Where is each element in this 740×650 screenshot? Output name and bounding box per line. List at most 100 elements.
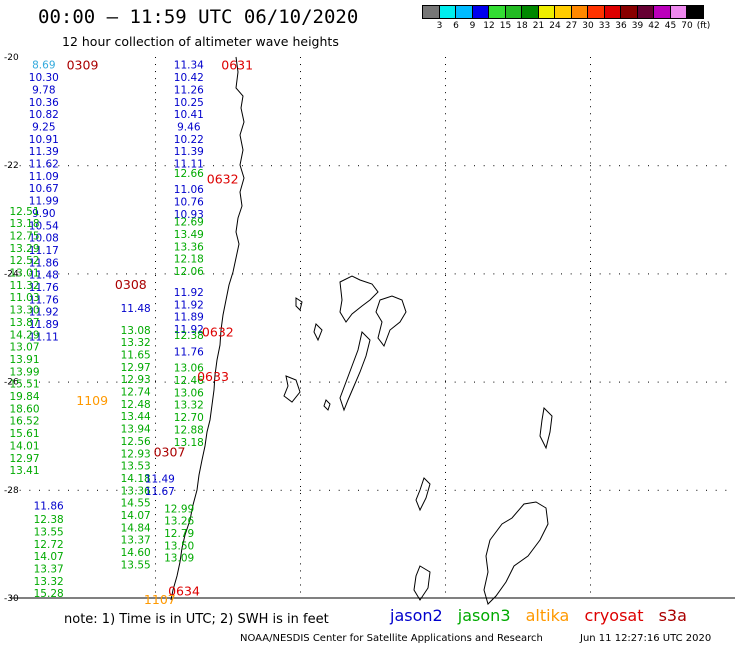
grid-dot <box>300 450 301 452</box>
grid-dot <box>300 317 301 319</box>
wave-height-value: 13.18 <box>9 218 39 230</box>
grid-dot <box>348 381 350 383</box>
grid-dot <box>300 478 301 480</box>
color-scale-legend: 3 6 9 12 15 18 21 24 27 30 33 36 39 42 45 70 (ft) <box>422 5 740 33</box>
grid-dot <box>155 493 156 495</box>
grid-dot <box>686 381 688 383</box>
grid-dot <box>300 169 301 171</box>
grid-dot <box>445 148 446 150</box>
wave-height-value: 12.46 <box>174 375 204 387</box>
grid-dot <box>155 176 156 178</box>
wave-height-value: 9.46 <box>177 121 201 133</box>
grid-dot <box>155 106 156 108</box>
grid-dot <box>445 478 446 480</box>
grid-dot <box>213 165 214 167</box>
grid-dot <box>155 338 156 340</box>
grid-dot <box>155 64 156 66</box>
grid-dot <box>657 165 659 167</box>
grid-dot <box>300 394 301 396</box>
grid-dot <box>590 176 591 178</box>
wave-height-value: 11.89 <box>29 319 59 331</box>
grid-dot <box>677 489 678 491</box>
grid-dot <box>590 331 591 333</box>
grid-dot <box>445 373 446 375</box>
pass-number-label: 0307 <box>154 445 186 460</box>
grid-dot <box>300 275 301 277</box>
y-tick-label: -24 <box>4 269 19 279</box>
grid-dot <box>213 489 214 491</box>
grid-dot <box>590 352 591 354</box>
grid-dot <box>590 99 591 101</box>
wave-height-value: 11.11 <box>174 159 204 171</box>
grid-dot <box>435 381 437 383</box>
grid-dot <box>638 165 640 167</box>
legend-tick-label: (ft) <box>696 21 711 31</box>
grid-dot <box>155 408 156 410</box>
grid-dot <box>155 141 156 143</box>
grid-dot <box>155 225 156 227</box>
grid-dot <box>174 165 176 167</box>
grid-dot <box>590 478 591 480</box>
wave-height-value: 12.70 <box>174 412 204 424</box>
grid-dot <box>19 273 21 275</box>
grid-dot <box>300 436 301 438</box>
grid-dot <box>155 310 156 312</box>
grid-dot <box>445 162 446 164</box>
grid-dot <box>445 500 446 502</box>
grid-dot <box>309 273 311 275</box>
grid-dot <box>677 381 678 383</box>
grid-dot <box>155 331 156 333</box>
grid-dot <box>493 381 495 383</box>
wave-height-map: -75-72-69-66-63-60-20-22-24-26-28-30 8.6… <box>4 53 735 605</box>
grid-dot <box>155 436 156 438</box>
grid-dot <box>590 183 591 185</box>
grid-dot <box>445 535 446 537</box>
grid-dot <box>300 471 301 473</box>
y-tick-label: -28 <box>4 486 19 496</box>
grid-dot <box>145 273 147 275</box>
grid-dot <box>590 486 591 488</box>
legend-tick-label: 36 <box>615 21 627 31</box>
wave-height-value: 13.37 <box>34 564 64 576</box>
grid-dot <box>155 443 156 445</box>
grid-dot <box>532 489 533 491</box>
wave-height-value: 11.99 <box>29 196 59 208</box>
grid-dot <box>590 324 591 326</box>
wave-height-value: 11.89 <box>174 312 204 324</box>
grid-dot <box>387 381 388 383</box>
legend-tick-labels: 3 6 9 12 15 18 21 24 27 30 33 36 39 42 45 70 (ft) <box>422 19 740 33</box>
grid-dot <box>590 310 591 312</box>
grid-dot <box>222 273 224 275</box>
grid-dot <box>97 381 98 383</box>
grid-dot <box>106 165 108 167</box>
island-outline <box>339 275 379 323</box>
grid-dot <box>300 204 301 206</box>
grid-dot <box>193 165 195 167</box>
grid-dot <box>155 514 156 516</box>
grid-dot <box>590 401 591 403</box>
grid-dot <box>590 204 591 206</box>
grid-dot <box>445 183 446 185</box>
grid-dot <box>155 500 156 502</box>
grid-dot <box>300 303 301 305</box>
grid-dot <box>590 563 591 565</box>
y-tick-label: -22 <box>4 161 19 171</box>
grid-dot <box>609 489 611 491</box>
grid-dot <box>358 165 359 167</box>
wave-height-value: 13.41 <box>9 465 39 477</box>
grid-dot <box>155 239 156 241</box>
wave-height-value: 12.56 <box>121 436 151 448</box>
grid-dot <box>300 387 301 389</box>
grid-dot <box>590 113 591 115</box>
grid-dot <box>155 296 156 298</box>
wave-height-value: 13.32 <box>34 576 64 588</box>
grid-dot <box>445 401 446 403</box>
grid-dot <box>590 338 591 340</box>
wave-height-value: 12.18 <box>174 254 204 266</box>
grid-dot <box>155 535 156 537</box>
grid-dot <box>155 471 156 473</box>
wave-height-value: 10.08 <box>29 233 59 245</box>
grid-dot <box>590 387 591 389</box>
grid-dot <box>696 165 698 167</box>
grid-dot <box>677 273 678 275</box>
